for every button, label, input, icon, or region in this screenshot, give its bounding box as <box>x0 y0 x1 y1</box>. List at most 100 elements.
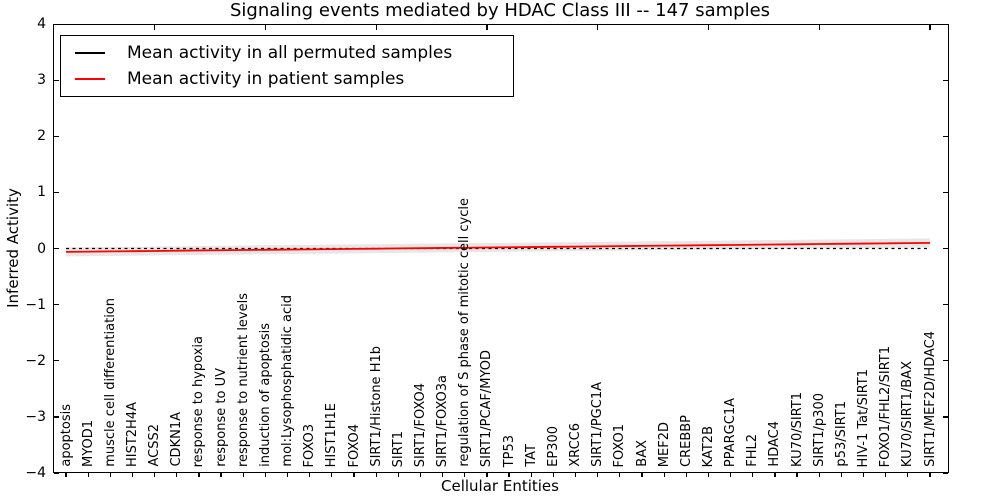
x-category-label: regulation of S phase of mitotic cell cy… <box>457 198 473 467</box>
x-category-label: MEF2D <box>656 421 672 467</box>
y-tick-label: −1 <box>25 296 46 313</box>
tick-mark <box>943 360 948 362</box>
tick-mark <box>774 473 776 477</box>
tick-mark <box>176 473 178 477</box>
legend-label-permuted: Mean activity in all permuted samples <box>127 42 453 63</box>
tick-mark <box>862 473 865 477</box>
x-category-label: FHL2 <box>745 434 761 467</box>
x-category-label: CDKN1A <box>169 412 185 467</box>
x-category-label: HIST2H4A <box>124 401 140 467</box>
legend-item-patient: Mean activity in patient samples <box>61 69 513 89</box>
x-category-label: SIRT1/p300 <box>811 393 827 467</box>
legend-item-permuted: Mean activity in all permuted samples <box>61 43 513 63</box>
tick-mark <box>397 473 399 477</box>
x-category-label: response to UV <box>213 368 229 467</box>
x-axis-label: Cellular Entities <box>441 477 559 495</box>
tick-mark <box>54 191 59 194</box>
tick-mark <box>752 473 754 477</box>
y-tick-label: 4 <box>37 16 46 32</box>
x-category-label: MYOD1 <box>80 420 96 467</box>
tick-mark <box>54 23 59 25</box>
x-category-label: FOXO1/FHL2/SIRT1 <box>878 345 894 467</box>
x-category-label: SIRT1/FOXO4 <box>412 382 428 467</box>
tick-mark <box>707 473 710 477</box>
x-category-label: response to nutrient levels <box>235 292 251 467</box>
chart-title: Signaling events mediated by HDAC Class … <box>229 0 771 21</box>
tick-mark <box>929 473 931 477</box>
tick-mark <box>54 416 59 418</box>
tick-mark <box>419 473 422 477</box>
x-category-label: induction of apoptosis <box>257 323 273 467</box>
tick-mark <box>54 304 59 306</box>
tick-mark <box>597 25 599 30</box>
tick-mark <box>885 473 887 477</box>
tick-mark <box>131 473 134 477</box>
tick-mark <box>943 23 948 25</box>
tick-mark <box>552 473 554 477</box>
x-category-label: response to hypoxia <box>191 335 207 467</box>
y-tick-label: −4 <box>25 465 46 481</box>
tick-mark <box>943 79 948 81</box>
tick-mark <box>309 473 311 477</box>
x-category-label: HIST1H1E <box>324 402 340 467</box>
tick-mark <box>929 25 931 30</box>
x-category-label: SIRT1/FOXO3a <box>435 374 451 467</box>
tick-mark <box>264 473 266 477</box>
legend-label-patient: Mean activity in patient samples <box>127 69 405 90</box>
x-category-label: HIV-1 Tat/SIRT1 <box>856 368 872 467</box>
tick-mark <box>707 25 710 30</box>
tick-mark <box>597 473 599 477</box>
x-category-label: FOXO4 <box>346 423 362 467</box>
tick-mark <box>641 473 643 477</box>
x-category-label: TAT <box>523 444 539 467</box>
tick-mark <box>264 25 266 30</box>
y-tick-label: −3 <box>25 408 46 425</box>
y-tick-label: 2 <box>37 128 46 145</box>
x-category-label: FOXO1 <box>612 423 628 467</box>
x-category-label: HDAC4 <box>767 421 783 467</box>
tick-mark <box>818 473 820 477</box>
x-category-label: KU70/SIRT1 <box>789 392 805 467</box>
x-category-label: TP53 <box>501 434 517 467</box>
tick-mark <box>198 473 200 477</box>
x-category-label: muscle cell differentiation <box>102 298 118 467</box>
tick-mark <box>685 473 687 477</box>
tick-mark <box>154 473 156 477</box>
x-category-label: ACSS2 <box>147 424 163 467</box>
x-category-label: EP300 <box>545 426 561 467</box>
x-category-label: apoptosis <box>58 404 74 467</box>
tick-mark <box>907 473 909 477</box>
x-category-label: FOXO3 <box>302 423 318 467</box>
tick-mark <box>943 304 948 306</box>
tick-mark <box>943 191 948 194</box>
x-category-label: mol:Lysophosphatidic acid <box>280 295 296 467</box>
x-category-label: SIRT1/MEF2D/HDAC4 <box>922 331 938 467</box>
tick-mark <box>353 473 355 477</box>
x-category-label: CREBBP <box>678 415 694 467</box>
legend-line-black-icon <box>75 51 105 54</box>
tick-mark <box>54 79 59 81</box>
x-category-label: p53/SIRT1 <box>833 401 849 467</box>
tick-mark <box>286 473 289 477</box>
tick-mark <box>840 473 842 477</box>
tick-mark <box>54 248 59 250</box>
tick-mark <box>54 135 59 137</box>
tick-mark <box>943 135 948 137</box>
tick-mark <box>242 473 244 477</box>
y-tick-label: −2 <box>25 352 46 369</box>
tick-mark <box>943 472 948 474</box>
legend-line-red-icon <box>75 78 105 81</box>
x-category-label: SIRT1/PCAF/MYOD <box>479 349 495 467</box>
x-category-label: SIRT1/PGC1A <box>590 382 606 467</box>
x-category-label: SIRT1/Histone H1b <box>368 346 384 467</box>
tick-mark <box>65 473 67 477</box>
y-tick-label: 1 <box>37 184 46 201</box>
y-tick-label: 3 <box>37 72 46 89</box>
tick-mark <box>619 473 621 477</box>
tick-mark <box>109 473 111 477</box>
tick-mark <box>375 25 377 30</box>
x-category-label: BAX <box>634 440 650 467</box>
x-category-label: PPARGC1A <box>723 397 739 467</box>
tick-mark <box>54 472 59 474</box>
